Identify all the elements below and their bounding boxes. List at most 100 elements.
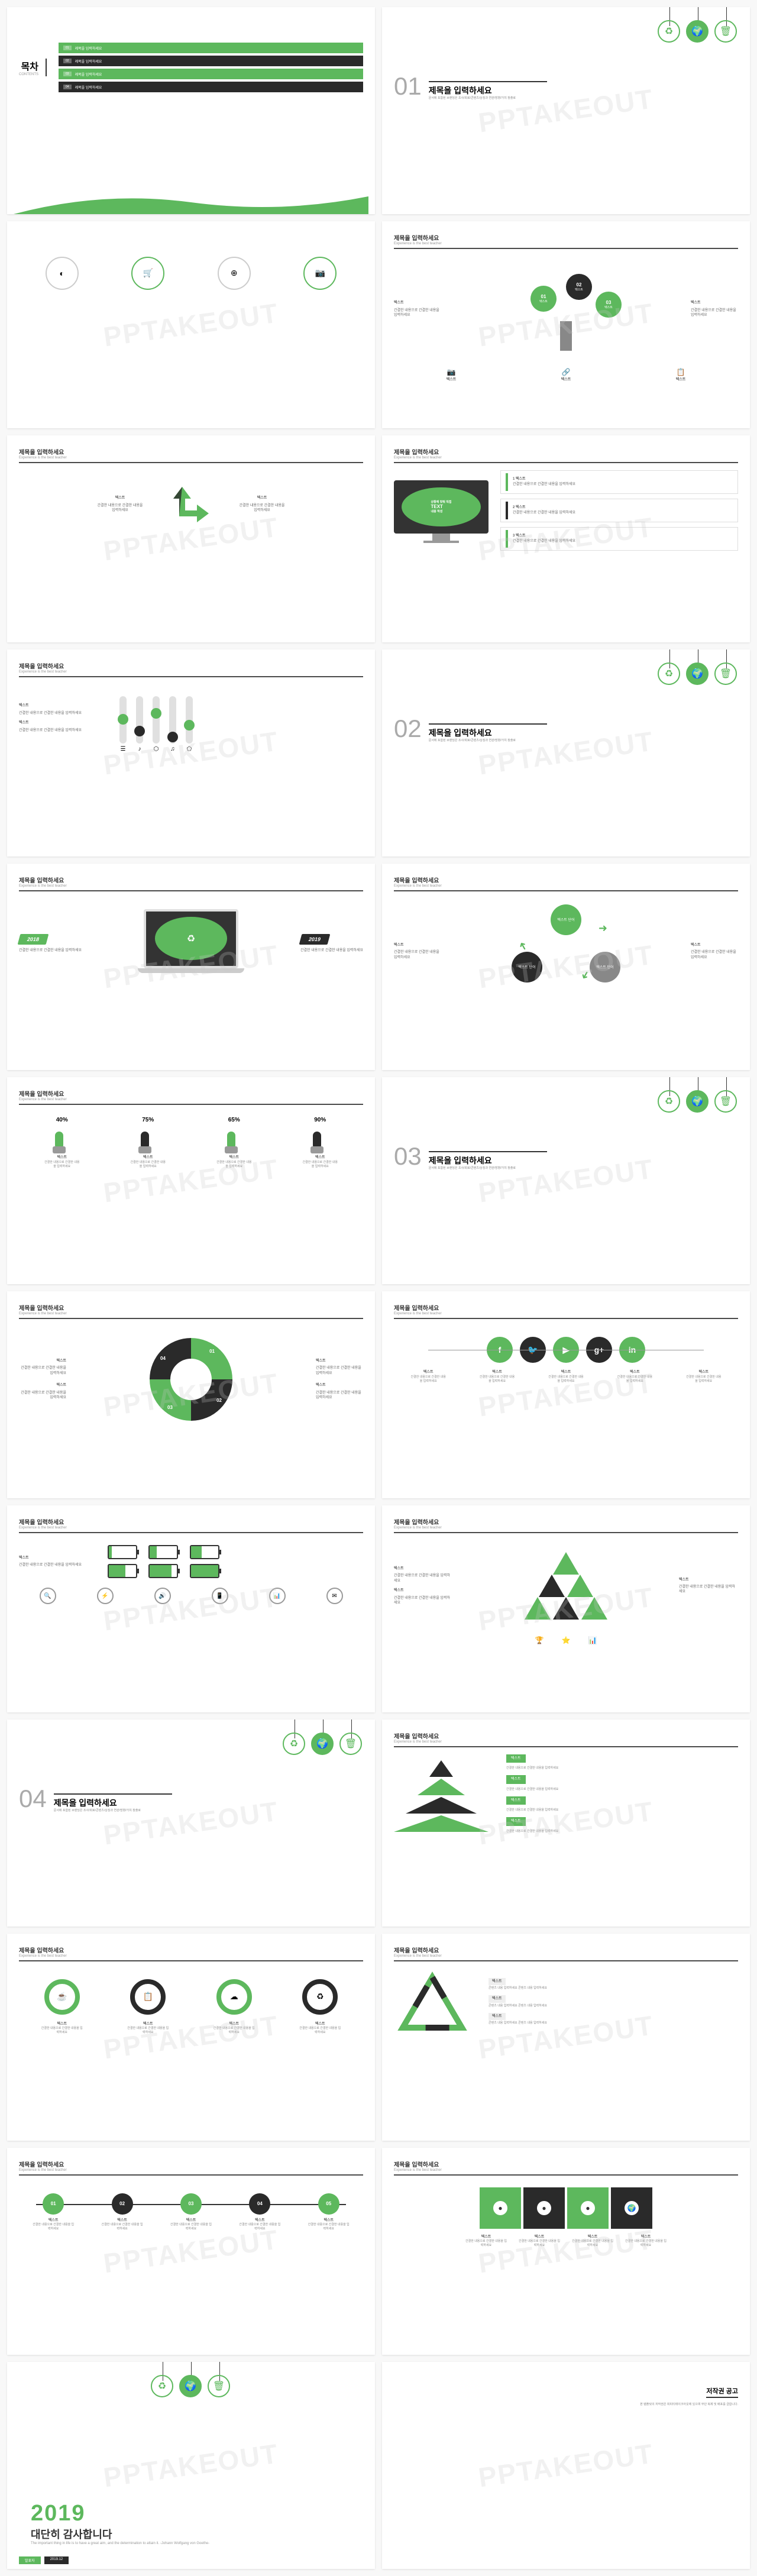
slide-donut: 제목을 입력하세요Experience is the best teacher … <box>7 1291 375 1498</box>
toc-sub: CONTENTS <box>19 73 38 76</box>
thanks-year: 2019 <box>31 2501 209 2526</box>
timeline-item: 01텍스트간결한 내용으로 간결한 내용을 입력하세요 <box>33 2193 74 2231</box>
gauge-item: 90%텍스트간결한 내용으로 간결한 내용을 입력하세요 <box>302 1117 338 1168</box>
monitor-list: 1 텍스트간결한 내용으로 간결한 내용을 입력하세요 2 텍스트간결한 내용으로… <box>500 470 738 555</box>
gauge-row: 40%텍스트간결한 내용으로 간결한 내용을 입력하세요75%텍스트간결한 내용… <box>19 1117 363 1168</box>
puzzle-row: ●●●🌍 <box>394 2187 738 2229</box>
slide-timeline: 제목을 입력하세요Experience is the best teacher … <box>7 2148 375 2355</box>
slide-circles: ◐🛒⊕📷 PPTAKEOUT <box>7 221 375 428</box>
circle-item: 📷 <box>303 257 337 290</box>
triangle <box>539 1575 565 1597</box>
ring-labels: 텍스트간결한 내용으로 간결한 내용을 입력하세요텍스트간결한 내용으로 간결한… <box>19 2022 363 2035</box>
battery <box>108 1564 137 1578</box>
battery-icon: 📊 <box>269 1588 286 1604</box>
ring: ♻ <box>302 1979 338 2015</box>
laptop-graphic: ♻ <box>138 909 244 980</box>
list-item: 3 텍스트간결한 내용으로 간결한 내용을 입력하세요 <box>500 527 738 551</box>
donut-chart: 01 02 03 04 <box>150 1338 232 1421</box>
copyright-body: 본 템플릿의 저작권은 피피티테이크아웃에 있으며 무단 복제 및 배포를 금합… <box>561 2403 738 2407</box>
year-badge-1: 2018 <box>18 934 49 945</box>
ring-row: ☕📋☁♻ <box>19 1979 363 2015</box>
footer-tag-2: 2019.12 <box>44 2556 69 2564</box>
slide-section-03: ♻🌍🗑 03제목을 입력하세요문서에 포함된 브랜딩은 조사/회로/콘텐츠/상징… <box>382 1077 750 1284</box>
battery-icon: ⚡ <box>97 1588 114 1604</box>
slider <box>119 696 127 744</box>
slide-pyramid: 제목을 입력하세요Experience is the best teacher … <box>382 1720 750 1927</box>
year-badge-2: 2019 <box>299 934 331 945</box>
circle-item: ◐ <box>46 257 79 290</box>
toc-title: 목차 <box>19 59 38 73</box>
slide-copyright: 저작권 공고 본 템플릿의 저작권은 피피티테이크아웃에 있으며 무단 복제 및… <box>382 2362 750 2569</box>
slide-rings: 제목을 입력하세요Experience is the best teacher … <box>7 1934 375 2141</box>
timeline: 01텍스트간결한 내용으로 간결한 내용을 입력하세요02텍스트간결한 내용으로… <box>19 2193 363 2231</box>
social-labels: 텍스트간결한 내용으로 간결한 내용을 입력하세요텍스트간결한 내용으로 간결한… <box>394 1370 738 1383</box>
pyramid-level <box>418 1779 465 1795</box>
slide-toc: 목차 CONTENTS 01제목을 입력하세요02제목을 입력하세요03제목을 … <box>7 7 375 214</box>
tree-node: 03텍스트 <box>596 292 622 318</box>
battery-icon: 📱 <box>212 1588 228 1604</box>
thanks-text: 대단히 감사합니다 <box>31 2526 209 2542</box>
cycle-node: 텍스트 단어 <box>590 952 620 982</box>
slide-grid: 목차 CONTENTS 01 제목을 입력하세요 02제목을 입력하세요 03제목을 … <box>0 0 757 2576</box>
triangle <box>581 1597 607 1620</box>
gauge-item: 65%텍스트간결한 내용으로 간결한 내용을 입력하세요 <box>216 1117 252 1168</box>
battery <box>148 1545 178 1559</box>
section-number: 01 <box>394 72 422 101</box>
slide-cycle: 제목을 입력하세요Experience is the best teacher … <box>382 864 750 1071</box>
slide-triangles: 제목을 입력하세요Experience is the best teacher … <box>382 1505 750 1712</box>
arrow-3d-icon <box>161 481 221 528</box>
pyramid-level <box>394 1815 489 1832</box>
cycle-node: 텍스트 단어 <box>551 904 581 935</box>
slider <box>169 696 176 744</box>
triangle-outline-icon <box>394 1969 471 2040</box>
circle-row: ◐ 🛒 ⊕ 📷 <box>19 257 363 290</box>
battery-grid <box>108 1545 226 1578</box>
circle-item: ⊕ <box>218 257 251 290</box>
slide-section-01: ♻ 🌍 🗑 01 제목을 입력하세요 문서에 포함된 브랜딩은 조사/회로/콘텐… <box>382 7 750 214</box>
layered-pyramid <box>394 1760 489 1832</box>
tree-diagram: 01텍스트02텍스트03텍스트 <box>513 268 619 351</box>
slide-laptop: 제목을 입력하세요Experience is the best teacher … <box>7 864 375 1071</box>
slide-section-02: ♻🌍🗑 02제목을 입력하세요문서에 포함된 브랜딩은 조사/회로/콘텐츠/상징… <box>382 649 750 856</box>
triangle <box>553 1597 579 1620</box>
list-item: 1 텍스트간결한 내용으로 간결한 내용을 입력하세요 <box>500 470 738 494</box>
monitor-graphic: 상황에 맞춰 직접TEXT내용 작성 <box>394 480 489 545</box>
puzzle-piece: ● <box>523 2187 565 2229</box>
timeline-item: 04텍스트간결한 내용으로 간결한 내용을 입력하세요 <box>239 2193 280 2231</box>
toc-item: 02제목을 입력하세요 <box>59 56 363 66</box>
battery <box>108 1545 137 1559</box>
slide-sliders: 제목을 입력하세요Experience is the best teacher … <box>7 649 375 856</box>
gauge-item: 75%텍스트간결한 내용으로 간결한 내용을 입력하세요 <box>130 1117 166 1168</box>
circle-item: 🛒 <box>131 257 164 290</box>
cycle-diagram: ➜ ➜ ➜ 텍스트 단어텍스트 단어텍스트 단어 <box>507 904 625 999</box>
tri-list: 텍스트콘텐츠 내용 입력하세요 콘텐츠 내용 입력하세요텍스트콘텐츠 내용 입력… <box>489 1978 738 2030</box>
triangle <box>525 1597 551 1620</box>
battery <box>190 1564 219 1578</box>
thanks-sub: The important thing in life is to have a… <box>31 2542 209 2545</box>
toc-bars: 01제목을 입력하세요02제목을 입력하세요03제목을 입력하세요04제목을 입… <box>59 43 363 92</box>
tri-icons: 🏆⭐📊 <box>394 1636 738 1644</box>
battery-icon: 🔍 <box>40 1588 56 1604</box>
toc-item: 04제목을 입력하세요 <box>59 82 363 92</box>
triangle-pyramid <box>519 1552 613 1620</box>
battery-icons: 🔍⚡🔊📱📊✉ <box>19 1588 363 1604</box>
triangle <box>553 1552 579 1575</box>
ring: ☁ <box>216 1979 252 2015</box>
slide-triangle-outline: 제목을 입력하세요Experience is the best teacher … <box>382 1934 750 2141</box>
slider <box>153 696 160 744</box>
section-title: 제목을 입력하세요 <box>429 85 547 96</box>
timeline-item: 05텍스트간결한 내용으로 간결한 내용을 입력하세요 <box>308 2193 350 2231</box>
battery-icon: 🔊 <box>154 1588 171 1604</box>
list-item: 2 텍스트간결한 내용으로 간결한 내용을 입력하세요 <box>500 499 738 522</box>
slide-section-04: ♻🌍🗑 04제목을 입력하세요문서에 포함된 브랜딩은 조사/회로/콘텐츠/상징… <box>7 1720 375 1927</box>
slide-batteries: 제목을 입력하세요Experience is the best teacher … <box>7 1505 375 1712</box>
copyright-title: 저작권 공고 <box>706 2386 738 2398</box>
slide-social: 제목을 입력하세요Experience is the best teacher … <box>382 1291 750 1498</box>
slide-gauges: 제목을 입력하세요Experience is the best teacher … <box>7 1077 375 1284</box>
puzzle-labels: 텍스트간결한 내용으로 간결한 내용을 입력하세요텍스트간결한 내용으로 간결한… <box>394 2235 738 2248</box>
triangle <box>567 1575 593 1597</box>
toc-item: 03제목을 입력하세요 <box>59 69 363 79</box>
puzzle-piece: 🌍 <box>611 2187 652 2229</box>
footer-tag-1: 발표자 <box>19 2556 41 2564</box>
section-sub: 문서에 포함된 브랜딩은 조사/회로/콘텐츠/상징과 연관/방향/가치 창출로 <box>429 96 547 101</box>
